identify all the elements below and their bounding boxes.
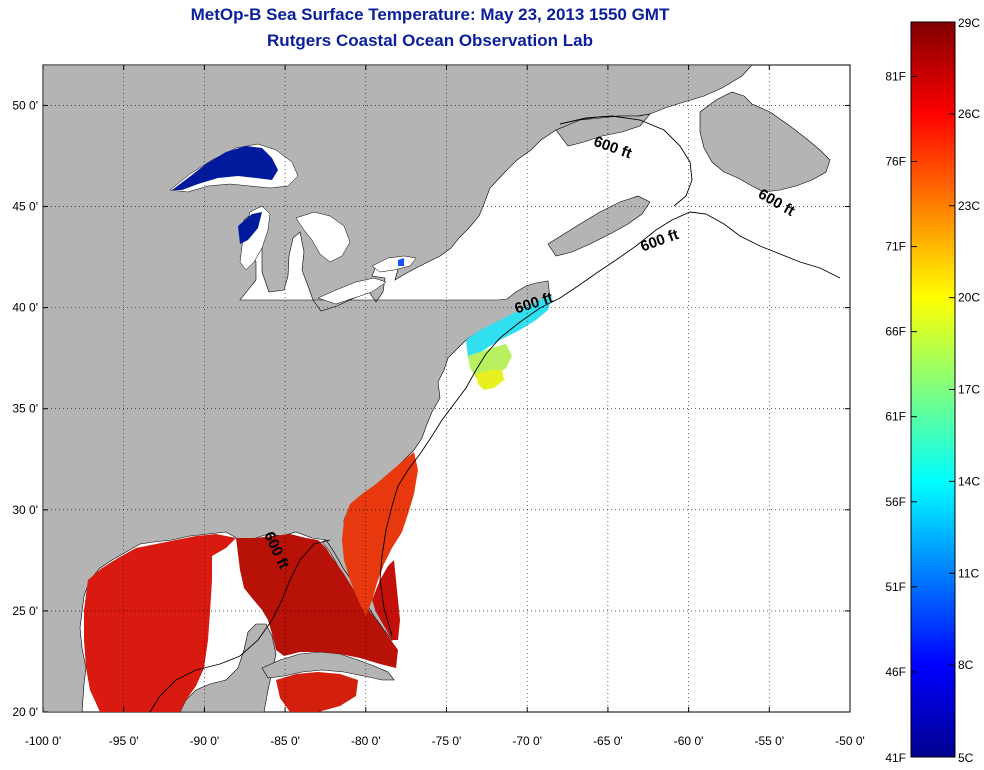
lon-tick-label: -85 0'	[270, 734, 300, 748]
sst-caribbean	[276, 672, 358, 712]
lat-tick-label: 50 0'	[12, 98, 38, 112]
lat-tick-label: 35 0'	[12, 402, 38, 416]
colorbar-fahrenheit-label: 76F	[885, 155, 906, 169]
colorbar-fahrenheit-label: 66F	[885, 325, 906, 339]
colorbar-celsius-label: 26C	[958, 107, 980, 121]
map-title: MetOp-B Sea Surface Temperature: May 23,…	[190, 5, 670, 24]
colorbar-fahrenheit-label: 51F	[885, 580, 906, 594]
lon-tick-label: -100 0'	[25, 734, 61, 748]
sst-mid-atlantic-cyan	[466, 296, 552, 358]
colorbar-fahrenheit-label: 81F	[885, 69, 906, 83]
land-quebec-shore	[555, 113, 651, 147]
colorbar-fahrenheit-label: 41F	[885, 751, 906, 765]
land-newfoundland	[699, 91, 831, 193]
graticule	[43, 65, 850, 712]
lat-tick-label: 25 0'	[12, 604, 38, 618]
lake-huron	[295, 211, 351, 263]
land-north-america	[43, 65, 753, 712]
latitude-ticks: 20 0' 25 0' 30 0' 35 0' 40 0' 45 0' 50 0'	[12, 98, 850, 719]
lon-tick-label: -95 0'	[109, 734, 139, 748]
lon-tick-label: -70 0'	[512, 734, 542, 748]
lon-tick-label: -50 0'	[835, 734, 865, 748]
colorbar-celsius-label: 29C	[958, 16, 980, 30]
isobath-600ft	[379, 211, 841, 637]
sst-gulf-of-mexico	[84, 534, 236, 712]
lon-tick-label: -55 0'	[754, 734, 784, 748]
isobath-600ft-gulf	[149, 539, 331, 712]
land-mexico-yucatan	[179, 623, 277, 712]
lon-tick-label: -90 0'	[190, 734, 220, 748]
colorbar-fahrenheit-label: 71F	[885, 240, 906, 254]
lat-tick-label: 40 0'	[12, 301, 38, 315]
land-nova-scotia	[547, 195, 651, 257]
map-subtitle: Rutgers Coastal Ocean Observation Lab	[267, 31, 593, 50]
colorbar-ticks: 29C 26C 23C 20C 17C 14C 11C 8C 5C 81F 76F 71F 66F 61F…	[885, 16, 980, 765]
sst-small-lake	[398, 258, 404, 266]
colorbar-celsius-label: 8C	[958, 658, 974, 672]
sst-mid-atlantic-green	[468, 344, 512, 382]
colorbar-celsius-label: 11C	[958, 566, 979, 580]
lake-erie	[317, 277, 387, 305]
colorbar-fahrenheit-label: 56F	[885, 495, 906, 509]
longitude-ticks: -100 0' -95 0' -90 0' -85 0' -80 0' -75 0' -70…	[25, 65, 865, 748]
lon-tick-label: -60 0'	[674, 734, 704, 748]
sst-lake-superior	[172, 146, 278, 190]
sst-southeast-atlantic	[342, 452, 418, 616]
sst-gulf-eastern	[236, 534, 398, 668]
colorbar-fahrenheit-label: 61F	[885, 410, 906, 424]
lat-tick-label: 45 0'	[12, 200, 38, 214]
sst-mid-atlantic-yellow	[476, 370, 504, 390]
lat-tick-label: 20 0'	[12, 705, 38, 719]
colorbar-celsius-label: 23C	[958, 199, 980, 213]
map-layers	[43, 65, 841, 712]
isobath-600ft-north	[559, 115, 693, 207]
lake-ontario	[371, 255, 417, 273]
lon-tick-label: -65 0'	[593, 734, 623, 748]
colorbar-celsius-label: 17C	[958, 383, 980, 397]
colorbar	[910, 21, 956, 758]
colorbar-celsius-label: 20C	[958, 291, 980, 305]
colorbar-celsius-label: 5C	[958, 751, 974, 765]
colorbar-celsius-label: 14C	[958, 474, 980, 488]
lon-tick-label: -80 0'	[351, 734, 381, 748]
land-cuba	[261, 651, 395, 681]
sst-lake-michigan	[238, 212, 262, 244]
sst-gulf-stream-south	[372, 560, 400, 640]
lon-tick-label: -75 0'	[432, 734, 462, 748]
colorbar-fahrenheit-label: 46F	[885, 665, 906, 679]
lat-tick-label: 30 0'	[12, 503, 38, 517]
